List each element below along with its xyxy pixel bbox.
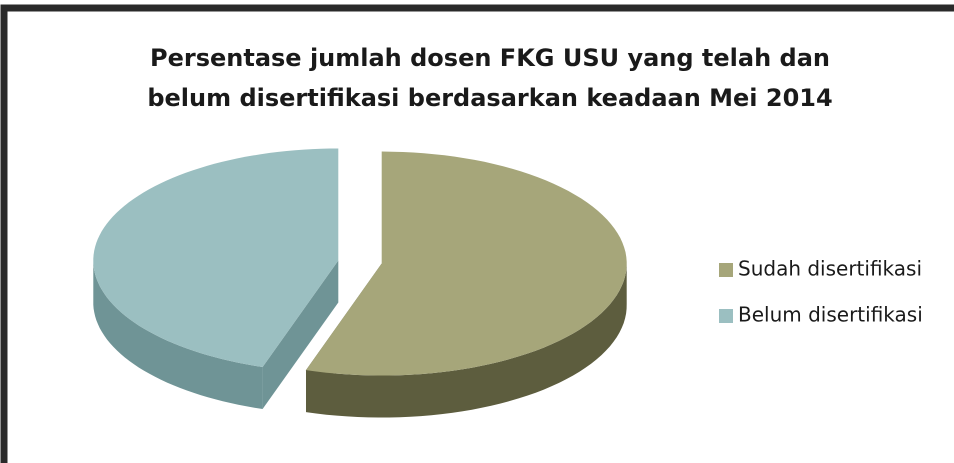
legend: Sudah disertifikasi Belum disertifikasi <box>719 257 923 327</box>
slice <box>93 148 339 367</box>
frame <box>0 4 954 463</box>
legend-label: Belum disertifikasi <box>738 303 923 327</box>
legend-swatch <box>719 309 733 323</box>
chart-title: Persentase jumlah dosen FKG USU yang tel… <box>150 44 830 72</box>
legend-label: Sudah disertifikasi <box>738 257 922 281</box>
slice <box>306 151 627 376</box>
legend-swatch <box>719 263 733 277</box>
chart-title: belum disertifikasi berdasarkan keadaan … <box>147 84 832 112</box>
slice-side <box>93 258 263 409</box>
slice-cut <box>262 260 339 409</box>
slice-side <box>306 261 627 418</box>
pie <box>93 148 627 418</box>
